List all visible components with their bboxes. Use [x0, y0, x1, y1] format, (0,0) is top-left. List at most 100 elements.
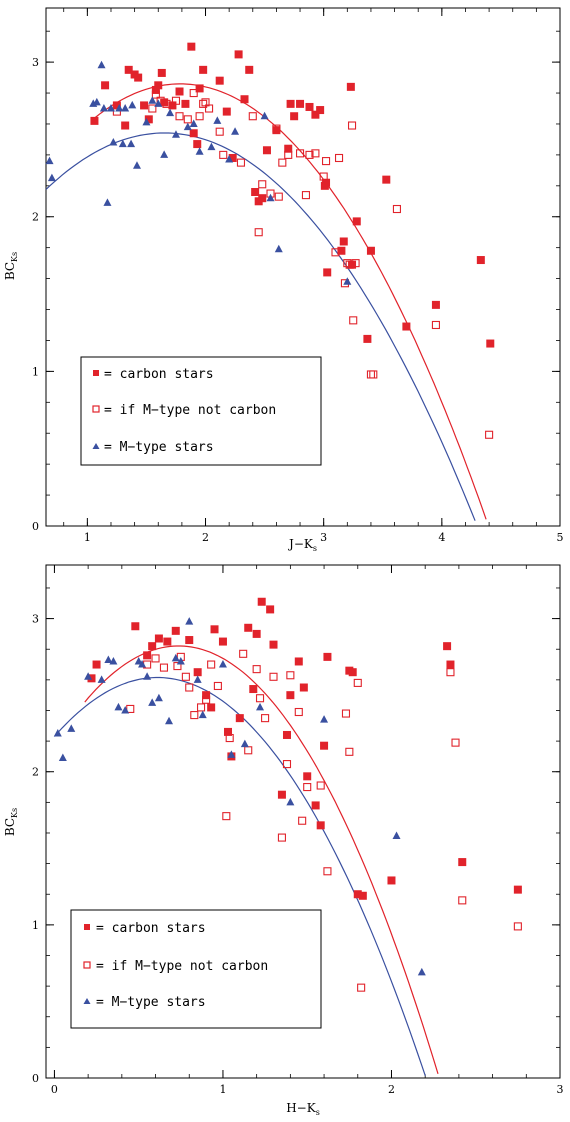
x-tick-label: 1: [84, 531, 91, 544]
mtype-star-point: [198, 710, 207, 719]
carbon-star-point: [234, 50, 243, 59]
legend-marker-carbon: [93, 370, 99, 376]
carbon-star-point: [235, 714, 244, 723]
mtype-star-point: [183, 122, 192, 131]
carbon-star-point: [257, 597, 266, 606]
carbon-star-point: [207, 703, 216, 712]
mtype-star-point: [154, 99, 163, 107]
mtype-star-point: [240, 739, 249, 748]
open-square-point: [171, 96, 181, 105]
open-square-point: [366, 370, 375, 379]
x-tick-label: 4: [438, 531, 445, 544]
open-square-point: [446, 668, 455, 677]
carbon-star-point: [476, 256, 485, 265]
open-square-point: [303, 782, 312, 792]
plot-frame: [45, 7, 561, 527]
carbon-star-point: [168, 101, 177, 110]
mtype-star-point: [97, 60, 106, 69]
mtype-star-point: [343, 277, 352, 285]
open-square-point: [272, 124, 281, 133]
carbon-star-point: [262, 146, 271, 155]
legend-label-mtype: = M−type stars: [104, 440, 214, 455]
mtype-star-point: [114, 702, 123, 711]
legend-marker-triangle: [92, 443, 100, 449]
open-square-point: [316, 781, 325, 790]
open-square-point: [392, 204, 401, 214]
carbon-star-point: [446, 660, 455, 669]
carbon-star-point: [299, 683, 308, 692]
carbon-star-point: [151, 85, 160, 94]
y-tick-label: 2: [32, 766, 39, 779]
carbon-star-point: [366, 246, 375, 255]
open-square-point: [369, 370, 378, 379]
mtype-star-point: [121, 705, 130, 714]
mtype-star-point: [106, 104, 115, 112]
mtype-star-point: [417, 967, 426, 976]
mtype-star-point: [134, 656, 143, 665]
carbon-star-point: [266, 605, 275, 614]
mtype-star-point: [166, 108, 175, 117]
carbon-star-point: [181, 99, 190, 108]
mtype-star-point: [67, 724, 76, 732]
open-square-point: [248, 112, 257, 121]
carbon-star-point: [143, 651, 152, 660]
carbon-star-point: [277, 790, 286, 799]
open-square-point: [451, 738, 460, 747]
carbon-star-point: [185, 636, 194, 645]
carbon-star-point: [272, 126, 281, 135]
open-square-point: [189, 88, 198, 98]
open-square-point: [277, 833, 286, 842]
mtype-star-point: [148, 96, 157, 104]
open-square-point: [236, 158, 246, 167]
carbon-star-point: [358, 891, 367, 900]
legend-label-carbon: = carbon stars: [96, 921, 206, 936]
carbon-star-point: [353, 890, 362, 899]
mtype-star-point: [227, 750, 236, 758]
open-square-point: [173, 662, 182, 671]
carbon-star-point: [513, 885, 522, 894]
mtype-star-point: [256, 702, 265, 711]
legend-box: [80, 356, 322, 466]
carbon-star-point: [187, 42, 196, 51]
carbon-star-point: [346, 82, 355, 91]
open-square-point: [294, 707, 303, 717]
open-square-point: [207, 660, 216, 669]
carbon-star-point: [224, 727, 233, 736]
mtype-star-point: [165, 716, 174, 725]
x-tick-label: 3: [557, 1083, 564, 1096]
open-square-point: [323, 867, 332, 876]
carbon-star-point: [148, 642, 157, 651]
mtype-star-point: [189, 119, 198, 127]
mtype-star-point: [132, 161, 141, 169]
panel-top: 1 2 3 4 5 0 1 2 3 J−Ks BCKs = carbon stars = if …: [3, 7, 564, 553]
mtype-star-point: [225, 155, 234, 163]
carbon-star-point: [320, 741, 329, 750]
open-square-point: [343, 259, 352, 268]
carbon-star-point: [134, 73, 143, 82]
carbon-star-point: [322, 178, 331, 187]
mtype-star-point: [171, 130, 180, 138]
carbon-star-point: [189, 129, 198, 138]
mtype-star-point: [231, 127, 240, 135]
carbon-star-point: [269, 640, 278, 649]
open-square-point: [148, 104, 157, 113]
open-square-point: [151, 654, 160, 663]
panel-bottom: 0 1 2 3 0 1 2 3 H−Ks BCKs = carbon stars = if M…: [3, 564, 564, 1117]
carbon-star-point: [175, 87, 184, 96]
mtype-star-point: [109, 656, 118, 665]
x-axis-label: H−Ks: [286, 1101, 320, 1117]
carbon-star-point: [294, 657, 303, 666]
carbon-star-point: [352, 217, 361, 226]
y-axis-label: BCKs: [3, 252, 19, 280]
carbon-star-point: [140, 101, 149, 110]
open-square-point: [351, 259, 360, 268]
carbon-star-point: [458, 858, 467, 867]
carbon-star-point: [316, 821, 325, 830]
open-square-point: [175, 112, 184, 121]
mtype-star-point: [109, 138, 118, 146]
mtype-star-point: [142, 117, 151, 126]
carbon-star-point: [195, 84, 204, 93]
mtype-star-point: [103, 198, 112, 206]
carbon-star-point: [486, 339, 495, 348]
